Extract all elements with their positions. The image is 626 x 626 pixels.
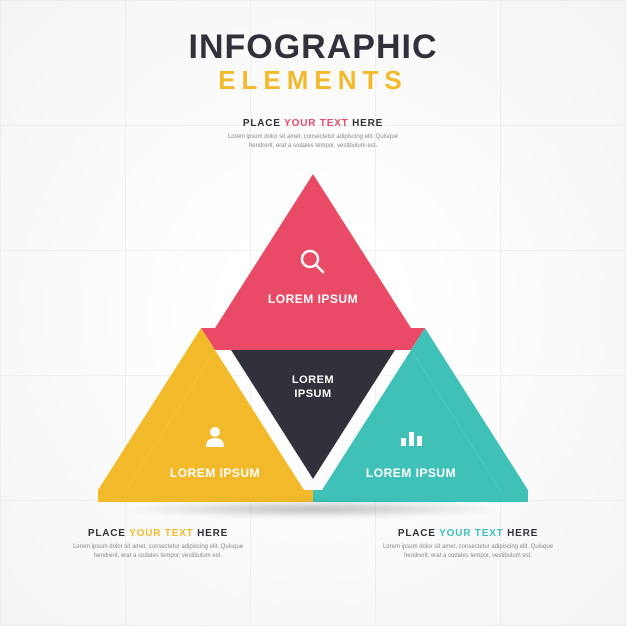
title-prefix: PLACE xyxy=(243,118,284,129)
title-suffix: HERE xyxy=(504,528,539,539)
title-suffix: HERE xyxy=(194,528,229,539)
triangle-svg xyxy=(93,170,533,510)
triangle-diagram: LOREM IPSUM LOREM IPSUM LOREM IPSUM LORE… xyxy=(93,170,533,510)
center-label-line1: LOREM xyxy=(292,374,334,386)
diagram-shadow xyxy=(123,500,503,518)
title-accent: YOUR TEXT xyxy=(129,528,193,539)
title-suffix: HERE xyxy=(349,118,384,129)
textblock-body: Lorem ipsum dolor sit amet, consectetur … xyxy=(378,543,558,560)
band-pink xyxy=(201,328,425,350)
triangle-center-label: LOREM IPSUM xyxy=(273,374,353,402)
textblock-title: PLACE YOUR TEXT HERE xyxy=(68,528,248,539)
textblock-title: PLACE YOUR TEXT HERE xyxy=(223,118,403,129)
title-accent: YOUR TEXT xyxy=(284,118,348,129)
textblock-title: PLACE YOUR TEXT HERE xyxy=(378,528,558,539)
title-main: INFOGRAPHIC xyxy=(0,28,626,67)
center-label-line2: IPSUM xyxy=(294,388,331,400)
textblock-body: Lorem ipsum dolor sit amet, consectetur … xyxy=(223,133,403,150)
textblock-top: PLACE YOUR TEXT HERE Lorem ipsum dolor s… xyxy=(223,118,403,150)
content-container: INFOGRAPHIC ELEMENTS PLACE YOUR TEXT HER… xyxy=(0,0,626,626)
title-sub: ELEMENTS xyxy=(0,65,626,96)
textblock-bottom-right: PLACE YOUR TEXT HERE Lorem ipsum dolor s… xyxy=(378,528,558,560)
title-prefix: PLACE xyxy=(88,528,129,539)
textblock-bottom-left: PLACE YOUR TEXT HERE Lorem ipsum dolor s… xyxy=(68,528,248,560)
header: INFOGRAPHIC ELEMENTS xyxy=(0,0,626,96)
textblock-body: Lorem ipsum dolor sit amet, consectetur … xyxy=(68,543,248,560)
title-accent: YOUR TEXT xyxy=(439,528,503,539)
title-prefix: PLACE xyxy=(398,528,439,539)
